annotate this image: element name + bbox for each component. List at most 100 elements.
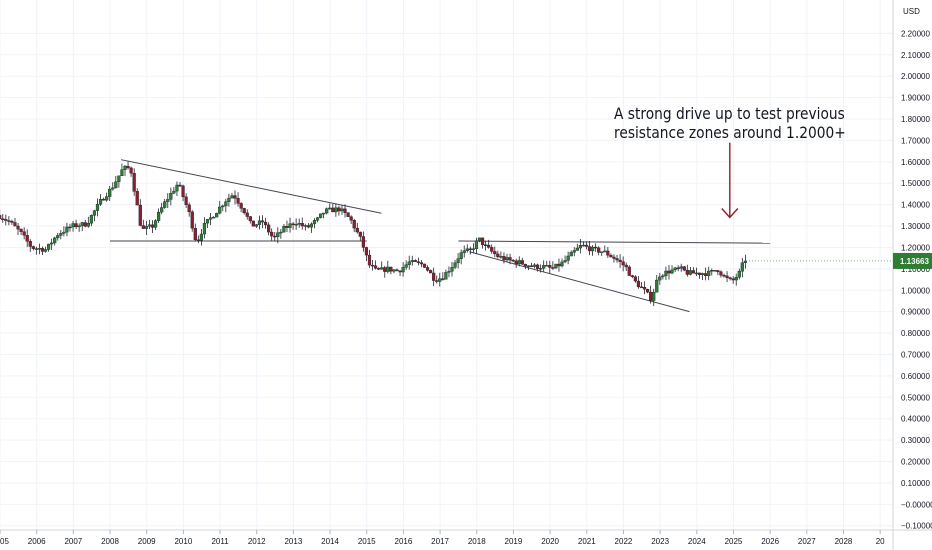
candle-body [435, 280, 439, 282]
candle-body [542, 265, 546, 269]
candle-body [572, 250, 576, 253]
y-tick-label: 1.50000 [901, 179, 930, 188]
candle-body [630, 275, 634, 277]
candle-body [59, 233, 63, 236]
candle-body [71, 223, 75, 228]
candle-body [462, 250, 466, 253]
candle-body [587, 246, 592, 252]
candle-body [334, 207, 338, 213]
candle-body [108, 188, 112, 197]
time-axis[interactable]: 2005 2006 2007 2008 2009 2010 2011 2012 2013 2014… [0, 529, 932, 546]
candle-body [364, 247, 369, 256]
candle-body [276, 232, 280, 238]
candle-body [263, 221, 268, 226]
candle-body [670, 269, 674, 274]
candle-body [652, 291, 656, 301]
candle-body [377, 268, 381, 270]
candle-body [450, 267, 454, 272]
candle-body [731, 278, 735, 281]
x-tick-label: 2021 [578, 537, 596, 546]
y-tick-label: 0.40000 [901, 415, 930, 424]
candle-body [734, 277, 738, 281]
x-tick-label: 2012 [248, 537, 266, 546]
candle-body [484, 244, 488, 247]
candle-body [554, 263, 558, 269]
candle-body [141, 225, 145, 229]
candle-body [312, 220, 317, 225]
candle-body [548, 265, 552, 268]
annotation-line-1: A strong drive up to test previous [614, 104, 845, 123]
candle-body [202, 222, 207, 235]
candles [0, 161, 747, 306]
candle-body [309, 223, 314, 228]
candle-body [594, 246, 598, 249]
candle-body [517, 260, 521, 265]
annotation-arrow [721, 142, 739, 219]
candle-body [169, 193, 173, 200]
candle-body [227, 197, 231, 202]
candle-body [260, 220, 265, 223]
candle-body [578, 245, 582, 249]
candle-body [425, 267, 430, 271]
candle-body [279, 231, 283, 234]
candle-body [285, 226, 289, 228]
candle-body [150, 224, 155, 228]
candle-body [331, 207, 335, 213]
x-tick-label: 2010 [174, 537, 192, 546]
candle-body [380, 267, 384, 270]
x-tick-label: 2006 [28, 537, 46, 546]
candle-body [1, 218, 5, 220]
x-tick-label: 20 [876, 537, 885, 546]
candle-body [511, 259, 515, 262]
price-axis[interactable]: 2.20000 2.10000 2.00000 1.90000 1.80000 1.700… [892, 0, 932, 550]
candle-body [416, 261, 420, 263]
candle-body [294, 224, 298, 226]
candle-body [725, 275, 729, 278]
y-tick-label: 1.90000 [901, 94, 930, 103]
candle-body [505, 257, 509, 261]
x-tick-label: 2025 [725, 537, 743, 546]
candle-body [346, 212, 350, 217]
candle-body [205, 219, 210, 224]
x-tick-label: 2015 [358, 537, 376, 546]
candle-body [172, 190, 176, 194]
x-tick-label: 2026 [761, 537, 779, 546]
candle-body [618, 259, 622, 262]
candle-body [352, 220, 356, 229]
candle-body [722, 274, 726, 277]
candle-body [373, 265, 378, 269]
candle-body [129, 167, 133, 174]
candle-body [422, 263, 427, 268]
candle-body [490, 247, 494, 252]
candle-body [37, 248, 42, 250]
candle-body [401, 267, 405, 273]
y-tick-label: 0.50000 [901, 393, 930, 402]
candle-body [676, 267, 680, 270]
candle-body [199, 233, 203, 241]
y-tick-label: 0.60000 [901, 372, 930, 381]
candle-body [297, 222, 301, 225]
candle-body [147, 224, 152, 227]
candle-body [502, 256, 506, 261]
candle-body [74, 223, 78, 227]
candle-body [636, 280, 641, 288]
x-tick-label: 2013 [284, 537, 302, 546]
candle-body [682, 266, 686, 271]
candle-body [135, 191, 139, 206]
x-tick-label: 2008 [101, 537, 119, 546]
candle-body [563, 260, 567, 263]
y-tick-label: 1.10000 [901, 265, 930, 274]
currency-label: USD [903, 7, 920, 16]
candle-body [92, 210, 97, 216]
candle-body [0, 215, 2, 219]
candle-body [300, 222, 304, 227]
x-tick-label: 2020 [541, 537, 559, 546]
y-tick-label: 0.30000 [901, 436, 930, 445]
candle-body [673, 267, 677, 271]
candle-body [340, 208, 344, 212]
candle-body [667, 270, 671, 274]
candle-body [560, 261, 564, 267]
candle-body [105, 196, 109, 201]
